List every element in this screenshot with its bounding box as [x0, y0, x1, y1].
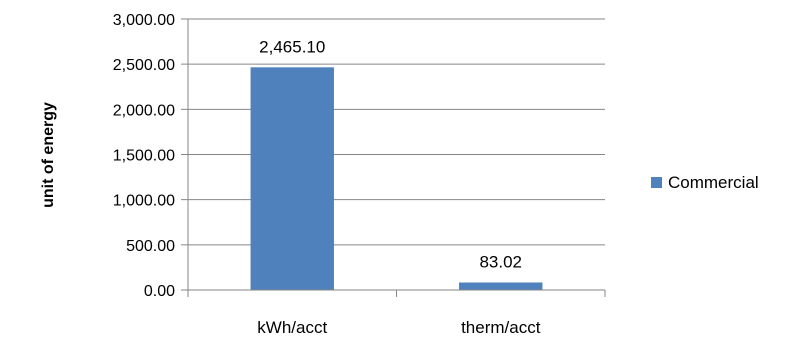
bars	[250, 67, 543, 290]
legend-label-commercial: Commercial	[668, 173, 759, 192]
y-tick-label: 1,000.00	[113, 193, 175, 210]
data-label: 2,465.10	[259, 37, 325, 56]
y-tick-label: 0.00	[144, 283, 175, 300]
y-tick-label: 500.00	[126, 238, 175, 255]
y-tick-label: 3,000.00	[113, 12, 175, 29]
y-tick-label: 2,000.00	[113, 102, 175, 119]
axes	[187, 19, 606, 297]
data-labels: 2,465.10 83.02	[259, 37, 522, 271]
bar-therm-acct	[459, 282, 543, 290]
legend: Commercial	[651, 173, 759, 192]
x-category-label: kWh/acct	[257, 318, 327, 337]
y-tick-label: 2,500.00	[113, 57, 175, 74]
y-tick-label: 1,500.00	[113, 148, 175, 165]
x-category-label: therm/acct	[461, 318, 541, 337]
x-tick-labels: kWh/acct therm/acct	[257, 318, 540, 337]
data-label: 83.02	[479, 253, 522, 272]
y-tick-labels: 0.00 500.00 1,000.00 1,500.00 2,000.00 2,500.…	[113, 12, 175, 300]
y-axis-title: unit of energy	[40, 102, 57, 208]
gridlines	[181, 18, 605, 291]
bar-kwh-acct	[250, 67, 334, 290]
legend-swatch-commercial	[651, 177, 662, 188]
